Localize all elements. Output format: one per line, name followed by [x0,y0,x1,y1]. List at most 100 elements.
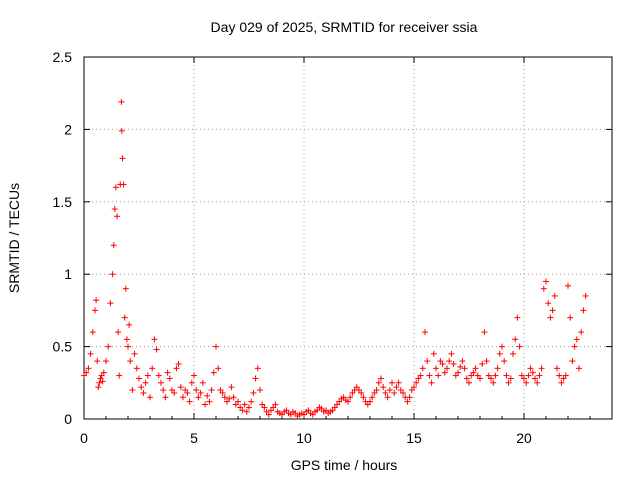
data-point [345,398,351,405]
data-point [375,379,382,386]
data-point [582,292,589,299]
data-point [127,358,134,365]
data-point [411,384,417,391]
data-point [490,379,497,386]
data-point [457,363,464,370]
data-point [123,336,130,343]
data-point [551,292,558,299]
axis-ticks: 0 0.5 1 1.5 2 2.5 0 5 10 15 20 [53,49,612,446]
data-point [171,389,178,396]
data-point [545,300,552,307]
data-point [527,365,534,372]
data-point [470,369,477,376]
data-point [562,372,569,379]
data-point [87,350,94,357]
data-point [446,358,453,365]
data-point [496,350,503,357]
y-tick-label: 1.5 [53,194,73,210]
data-point [254,365,261,372]
data-point [516,343,523,350]
data-point [110,242,117,249]
data-point [180,394,186,401]
data-point [463,375,470,382]
data-point [92,307,98,314]
data-point [155,372,162,379]
data-point [252,375,259,382]
data-point [360,394,367,401]
data-point [121,314,128,321]
data-point [543,278,549,285]
data-point [142,379,149,386]
chart-title: Day 029 of 2025, SRMTID for receiver ssi… [211,19,478,35]
y-tick-label: 2 [64,121,72,137]
data-point [265,411,272,418]
data-point [118,98,125,105]
data-point [538,365,545,372]
data-point [569,358,576,365]
x-tick-label: 5 [190,430,198,446]
data-point [521,375,527,382]
data-point [406,394,413,401]
data-point [177,384,184,391]
data-point [525,372,532,379]
data-point [507,375,514,382]
data-point [94,358,101,365]
data-point [532,375,538,382]
data-point [112,184,119,191]
data-point [210,369,217,376]
data-point [556,372,563,379]
y-tick-label: 0 [64,411,72,427]
data-point [235,398,241,405]
data-points [81,98,589,420]
data-point [226,395,233,402]
data-point [441,369,448,376]
data-point [580,307,587,314]
data-point [565,282,571,289]
data-point [100,369,107,376]
data-point [448,350,455,357]
data-point [219,389,226,396]
data-point [85,365,92,372]
data-point [505,379,512,386]
data-point [204,392,211,399]
data-point [578,329,585,336]
data-point [430,350,437,357]
data-point [230,394,237,401]
data-point [248,398,255,405]
data-point [250,389,257,396]
data-point [199,379,206,386]
plot-frame [83,56,613,420]
data-point [129,387,136,394]
data-point [549,307,556,314]
data-point [215,365,222,372]
data-point [501,358,508,365]
data-point [459,358,466,365]
data-point [93,297,100,304]
data-point [118,127,125,134]
data-point [126,321,133,328]
data-point [503,372,510,379]
data-point [540,285,547,292]
data-point [481,329,488,336]
data-point [477,375,483,382]
data-point [479,360,486,367]
data-point [369,394,376,401]
data-point [116,372,123,379]
data-point [358,389,365,396]
data-point [153,346,160,353]
data-point [114,213,120,220]
data-point [208,387,215,394]
data-point [444,365,450,372]
data-point [160,387,167,394]
data-point [120,181,127,188]
data-point [384,394,391,401]
data-point [272,401,279,408]
data-point [103,358,109,365]
data-point [395,379,402,386]
data-point [184,389,191,396]
data-point [393,384,400,391]
data-point [166,375,173,382]
data-point [554,365,560,372]
data-point [131,350,138,357]
